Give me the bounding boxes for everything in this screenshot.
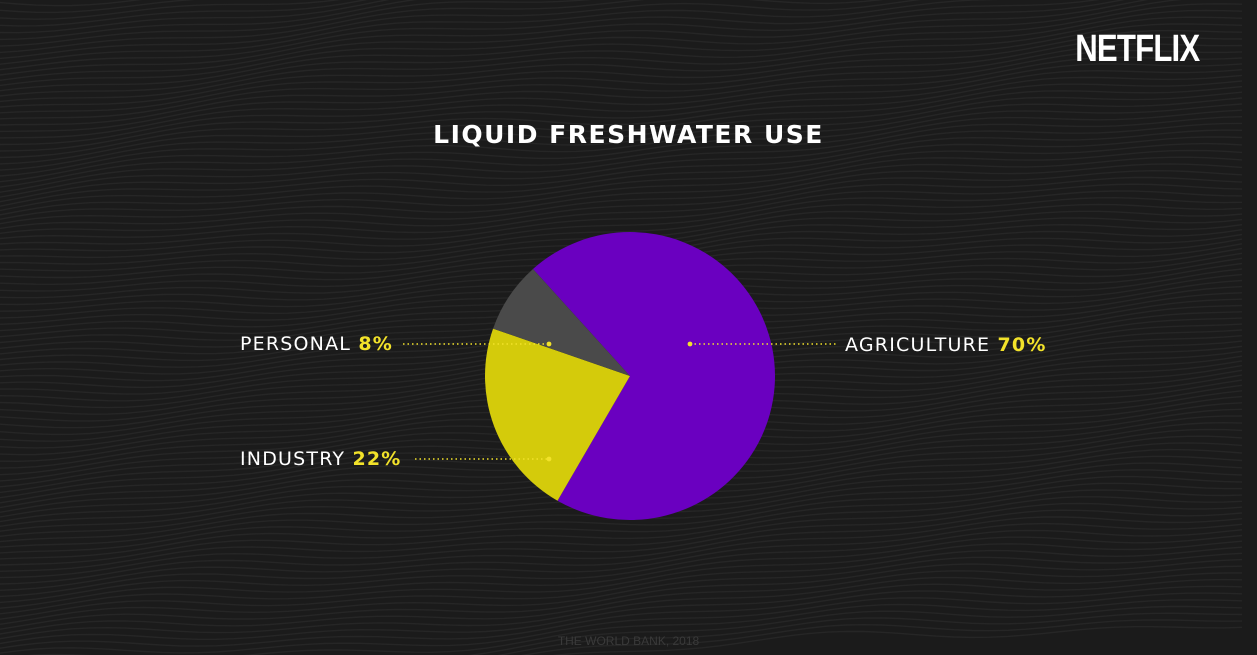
label-personal-value: 8% <box>358 333 393 355</box>
leader-dot-agriculture <box>687 341 693 347</box>
label-personal: PERSONAL 8% <box>240 333 393 355</box>
source-note: THE WORLD BANK, 2018 <box>557 634 700 648</box>
leader-dot-industry <box>546 456 552 462</box>
label-industry: INDUSTRY 22% <box>240 448 402 470</box>
label-industry-name: INDUSTRY <box>240 448 346 470</box>
leader-dot-personal <box>546 341 552 347</box>
pie-slice-industry <box>485 328 630 501</box>
label-agriculture: AGRICULTURE 70% <box>845 334 1047 356</box>
label-agriculture-value: 70% <box>997 334 1047 356</box>
pie-slice-personal <box>493 268 630 376</box>
label-personal-name: PERSONAL <box>240 333 352 355</box>
pie-slice-agriculture <box>532 232 776 521</box>
chart-title: LIQUID FRESHWATER USE <box>433 120 824 149</box>
netflix-logo: NETFLIX <box>1074 28 1200 70</box>
label-industry-value: 22% <box>352 448 402 470</box>
label-agriculture-name: AGRICULTURE <box>845 334 991 356</box>
